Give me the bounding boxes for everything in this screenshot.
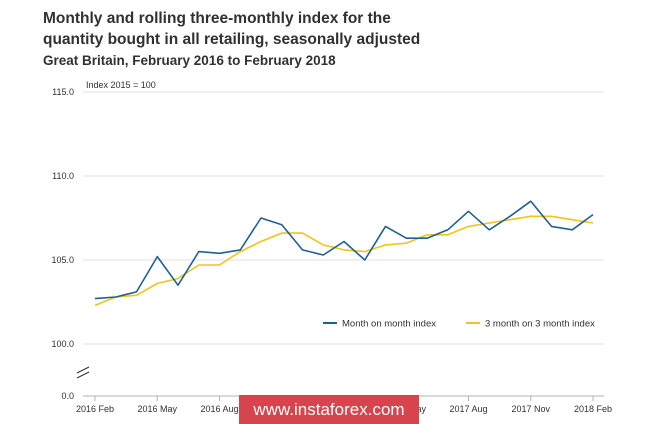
- legend: Month on month index 3 month on 3 month i…: [323, 319, 595, 330]
- axis-break-mark: [76, 366, 90, 374]
- y-tick-label: 100.0: [51, 339, 74, 349]
- watermark-banner: www.instaforex.com: [239, 395, 419, 424]
- unit-label: Index 2015 = 100: [86, 80, 156, 90]
- x-tick-label: 2016 Aug: [200, 404, 238, 414]
- x-tick-label: 2016 Feb: [76, 404, 114, 414]
- y-tick-label: 105.0: [51, 255, 74, 265]
- y-tick-label: 110.0: [52, 171, 74, 181]
- x-tick-label: 2017 Aug: [449, 404, 487, 414]
- series-line: [94, 200, 594, 300]
- x-tick-label: 2017 Nov: [511, 404, 550, 414]
- legend-label: 3 month on 3 month index: [485, 319, 595, 330]
- x-tick-label: 2016 May: [137, 404, 177, 414]
- gridlines: [83, 91, 604, 397]
- axis-break-mark: [76, 371, 90, 379]
- legend-label: Month on month index: [342, 319, 436, 330]
- x-tick-label: 2018 Feb: [574, 404, 612, 414]
- y-tick-label: 0.0: [61, 391, 74, 401]
- y-tick-label: 115.0: [52, 87, 74, 97]
- chart-title: Monthly and rolling three-monthly index …: [43, 10, 421, 48]
- y-axis-ticks: 115.0 110.0 105.0 100.0 0.0: [51, 87, 74, 401]
- chart-subtitle: Great Britain, February 2016 to February…: [43, 53, 336, 68]
- series-line: [94, 215, 594, 307]
- series-lines: [94, 200, 594, 307]
